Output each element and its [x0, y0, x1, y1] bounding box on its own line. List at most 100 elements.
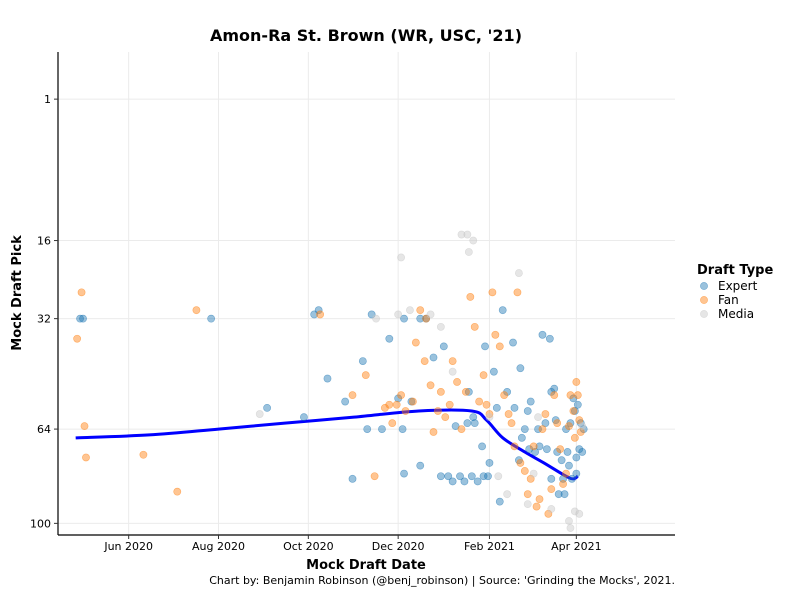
data-point-expert [572, 469, 581, 478]
data-point-expert [469, 413, 478, 422]
data-point-fan [316, 310, 325, 319]
data-point-media [503, 490, 512, 499]
data-point-expert [562, 425, 570, 433]
data-point-fan [381, 403, 389, 412]
data-point-expert [553, 448, 562, 456]
x-tick-label: Jun 2020 [103, 540, 153, 553]
data-point-fan [73, 334, 82, 343]
data-point-expert [575, 445, 584, 454]
x-tick-label: Apr 2021 [551, 540, 602, 553]
data-point-media [578, 422, 587, 431]
data-point-expert [444, 472, 453, 481]
data-point-fan [565, 422, 573, 431]
data-point-fan [445, 400, 454, 409]
data-point-fan [520, 467, 529, 475]
data-point-expert [463, 419, 472, 428]
data-point-expert [448, 477, 457, 486]
data-point-expert [485, 459, 494, 467]
data-point-expert [560, 490, 569, 499]
data-point-expert [542, 445, 551, 454]
y-ticks: 1 16 32 64 100 [30, 93, 58, 530]
data-point-media [469, 236, 478, 245]
data-point-expert [547, 474, 556, 483]
data-point-media [436, 322, 445, 331]
data-point-expert [79, 314, 87, 323]
data-point-fan [361, 371, 370, 380]
data-point-fan [441, 413, 450, 422]
data-point-fan [482, 400, 491, 409]
data-point-fan [529, 442, 538, 451]
data-point-fan [475, 397, 484, 406]
data-point-media [406, 306, 414, 315]
data-point-fan [173, 487, 182, 496]
data-point-fan [392, 400, 401, 409]
data-point-fan [538, 425, 547, 433]
data-point-media [394, 310, 403, 319]
data-point-fan [523, 490, 532, 499]
data-point-expert [398, 425, 407, 433]
data-point-fan [80, 422, 89, 431]
data-point-fan [500, 391, 509, 400]
data-point-expert [516, 364, 525, 373]
data-point-expert [467, 472, 476, 481]
data-point-expert [550, 384, 559, 393]
legend-key-expert [700, 282, 708, 290]
data-point-media [494, 472, 503, 481]
data-point-expert [492, 403, 501, 412]
data-point-expert [460, 477, 469, 486]
data-point-expert [523, 407, 532, 415]
data-point-media [515, 269, 523, 277]
data-point-fan [448, 357, 457, 365]
y-tick-label: 16 [37, 235, 51, 248]
data-point-fan [82, 453, 90, 462]
data-point-expert [526, 397, 535, 406]
data-point-fan [461, 388, 470, 396]
data-point-expert [314, 306, 323, 315]
data-point-fan [532, 502, 541, 511]
data-point-fan [429, 428, 438, 436]
data-point-expert [394, 394, 403, 403]
data-point-fan [401, 407, 410, 415]
data-point-expert [323, 374, 332, 383]
data-point-expert [473, 477, 482, 486]
data-point-expert [534, 425, 542, 433]
data-point-expert [378, 425, 386, 433]
data-point-expert [569, 394, 578, 403]
data-point-media [565, 517, 573, 525]
data-point-media [485, 413, 494, 422]
data-point-fan [348, 391, 357, 400]
data-point-fan [559, 480, 567, 488]
data-point-expert [358, 357, 367, 365]
data-point-expert [263, 403, 272, 412]
data-point-expert [563, 448, 572, 456]
data-point-fan [436, 388, 445, 396]
data-point-fan [370, 472, 379, 481]
data-point-fan [570, 433, 579, 442]
data-point-fan [416, 306, 425, 315]
trend-line [75, 408, 579, 481]
data-point-media [523, 500, 532, 509]
data-point-expert [363, 425, 372, 433]
data-point-expert [456, 472, 464, 481]
data-point-expert [429, 353, 438, 362]
data-point-expert [554, 490, 563, 499]
data-point-expert [509, 338, 517, 347]
data-point-fan [192, 306, 201, 315]
data-point-expert [503, 388, 512, 396]
data-point-expert [572, 453, 581, 462]
legend-title: Draft Type [697, 263, 773, 278]
y-tick-label: 1 [44, 93, 51, 106]
data-point-fan [550, 391, 559, 400]
chart-title: Amon-Ra St. Brown (WR, USC, '21) [210, 26, 522, 45]
data-point-fan [535, 495, 544, 504]
data-point-expert [348, 474, 357, 483]
data-point-media [547, 505, 556, 513]
data-point-fan [569, 407, 578, 415]
x-tick-label: Feb 2021 [464, 540, 515, 553]
legend-key-media [700, 310, 708, 318]
data-point-fan [573, 391, 582, 400]
legend-label-media: Media [718, 307, 754, 321]
data-point-fan [426, 381, 435, 390]
